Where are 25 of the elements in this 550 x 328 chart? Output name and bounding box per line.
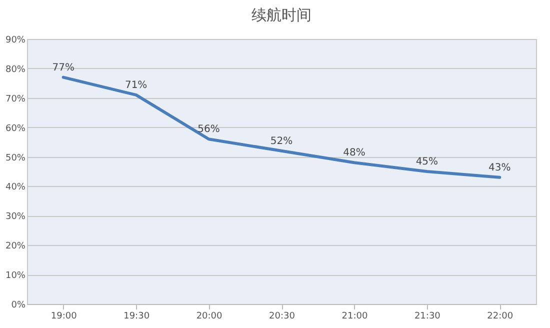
x-tick-label: 21:30 [414, 312, 441, 322]
x-tick-label: 22:00 [487, 312, 514, 322]
y-tick-label: 30% [5, 212, 26, 222]
y-tick-label: 80% [5, 64, 26, 75]
data-label: 71% [124, 80, 148, 91]
x-tick-label: 20:30 [269, 312, 296, 322]
data-label: 43% [488, 162, 511, 174]
y-tick-label: 40% [5, 182, 26, 193]
data-label: 56% [198, 124, 220, 136]
y-tick-label: 50% [5, 153, 26, 164]
x-tick-label: 20:00 [196, 312, 223, 322]
y-tick-label: 20% [5, 242, 26, 252]
y-tick-label: 0% [11, 300, 26, 310]
data-label: 45% [416, 156, 438, 168]
data-label: 77% [52, 62, 74, 74]
y-tick-label: 90% [5, 36, 26, 46]
y-tick-label: 70% [5, 94, 26, 104]
data-label: 48% [343, 148, 366, 159]
chart-title: 续航时间 [252, 6, 312, 24]
data-label: 52% [270, 136, 293, 147]
y-tick-label: 10% [5, 271, 26, 282]
x-tick-label: 19:00 [50, 312, 78, 322]
x-tick-label: 19:30 [124, 312, 150, 322]
y-tick-label: 60% [5, 124, 26, 134]
x-tick-label: 21:00 [342, 312, 368, 322]
